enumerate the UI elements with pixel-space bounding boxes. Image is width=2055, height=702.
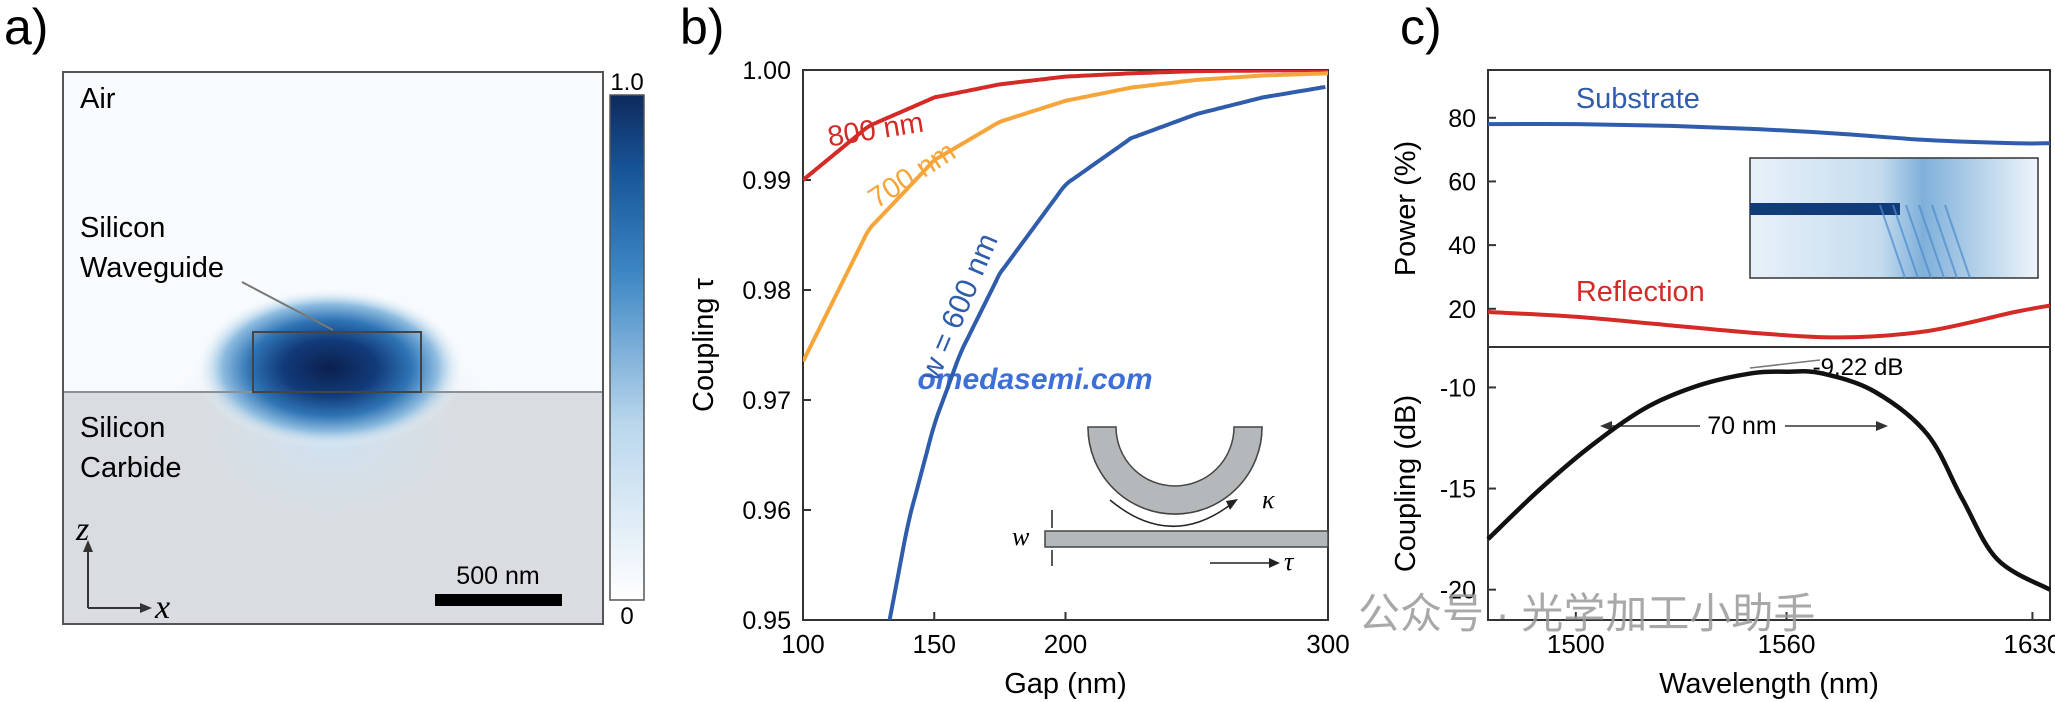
bottom-x-axis-title: Wavelength (nm)	[1659, 668, 1879, 700]
top-y-tick-label: 60	[1448, 168, 1476, 196]
top-y-tick-label: 80	[1448, 105, 1476, 133]
bottom-x-tick-label: 1560	[1758, 629, 1816, 659]
panel-b-label: b)	[680, 0, 724, 55]
panel-a-frame	[62, 71, 604, 625]
panel-c: c) -9.22 dB 70 nm 20 40 60 80 Power (%) Subst…	[1390, 0, 2055, 700]
coupling-spectrum-line	[1486, 369, 2052, 592]
top-y-axis-title: Power (%)	[1390, 141, 1422, 276]
bus-waveguide	[1044, 530, 1329, 548]
x-axis-title: Gap (nm)	[1004, 668, 1126, 700]
tau-arrowhead	[1269, 558, 1280, 568]
simulation-inset	[1749, 157, 2039, 279]
x-label: x	[154, 589, 170, 626]
y-tick-label: 1.00	[742, 57, 791, 85]
x-tick-label: 300	[1306, 629, 1349, 659]
inset-tau: τ	[1284, 547, 1295, 576]
y-axis-title: Coupling τ	[688, 277, 720, 412]
bottom-y-tick-label: -10	[1440, 374, 1476, 402]
top-series-label-1: Reflection	[1576, 276, 1705, 308]
ring-resonator	[1087, 426, 1263, 515]
kappa-arrowhead	[1226, 499, 1238, 510]
bottom-y-tick-label: -15	[1440, 476, 1476, 504]
footer-watermark: 公众号 · 光学加工小助手	[1358, 590, 1815, 637]
x-tick-label: 100	[781, 629, 824, 659]
inset-field-map	[1749, 157, 2039, 279]
panel-a-label: a)	[4, 0, 48, 55]
sic-label-1: Silicon	[80, 412, 165, 444]
waveguide-label-1: Silicon	[80, 212, 165, 244]
y-tick-label: 0.95	[742, 607, 791, 635]
bottom-y-axis-title: Coupling (dB)	[1390, 395, 1422, 572]
top-y-tick-label: 20	[1448, 296, 1476, 324]
x-arrowhead	[140, 603, 152, 613]
bw-arrowhead-right	[1876, 421, 1888, 431]
panel-b: b) w κ τ omedasemi.com 0.950.960.970.980…	[680, 0, 1350, 700]
ring-inset: w κ τ	[1012, 426, 1329, 576]
x-tick-label: 150	[913, 629, 956, 659]
waveguide-pointer	[241, 281, 334, 331]
panel-a: a) Air Silicon Waveguide Silicon Carbide…	[4, 0, 645, 630]
mode-field	[195, 288, 465, 448]
bottom-x-tick-label: 1630	[2004, 629, 2055, 659]
series-line-1	[803, 71, 1328, 363]
sic-label-2: Carbide	[80, 452, 182, 484]
colorbar	[609, 94, 645, 601]
waveguide-outline	[252, 331, 422, 393]
air-label: Air	[80, 83, 116, 115]
z-label: z	[75, 511, 89, 548]
bottom-y-tick-label: -20	[1440, 577, 1476, 605]
z-arrowhead	[83, 540, 93, 552]
y-tick-label: 0.97	[742, 387, 791, 415]
inset-kappa: κ	[1262, 485, 1275, 514]
colorbar-min: 0	[620, 603, 633, 630]
scale-bar	[435, 594, 562, 606]
kappa-arrow	[1109, 499, 1231, 527]
series-label-1: 700 nm	[863, 136, 962, 216]
series-line-0	[803, 70, 1328, 182]
series-line-2	[887, 84, 1326, 620]
top-y-tick-label: 40	[1448, 232, 1476, 260]
bandwidth-annotation: 70 nm	[1707, 412, 1776, 440]
inset-w: w	[1012, 522, 1030, 551]
bottom-x-tick-label: 1500	[1547, 629, 1605, 659]
inset-diffraction-lines	[1879, 204, 1971, 279]
peak-annotation: -9.22 dB	[1813, 354, 1904, 381]
inset-waveguide-beam	[1750, 203, 1900, 215]
y-tick-label: 0.99	[742, 167, 791, 195]
panel-c-bottom-frame	[1487, 346, 2051, 621]
bw-arrowhead-left	[1600, 421, 1612, 431]
series-label-0: 800 nm	[825, 107, 926, 154]
colorbar-max: 1.0	[610, 69, 643, 96]
top-series-line-1	[1487, 303, 2051, 340]
y-tick-label: 0.96	[742, 497, 791, 525]
y-tick-label: 0.98	[742, 277, 791, 305]
x-tick-label: 200	[1044, 629, 1087, 659]
scale-bar-label: 500 nm	[456, 562, 539, 590]
peak-pointer	[1749, 359, 1821, 369]
waveguide-label-2: Waveguide	[80, 252, 224, 284]
panel-c-label: c)	[1400, 0, 1442, 55]
top-series-label-0: Substrate	[1576, 83, 1700, 115]
top-series-line-0	[1487, 122, 2051, 146]
